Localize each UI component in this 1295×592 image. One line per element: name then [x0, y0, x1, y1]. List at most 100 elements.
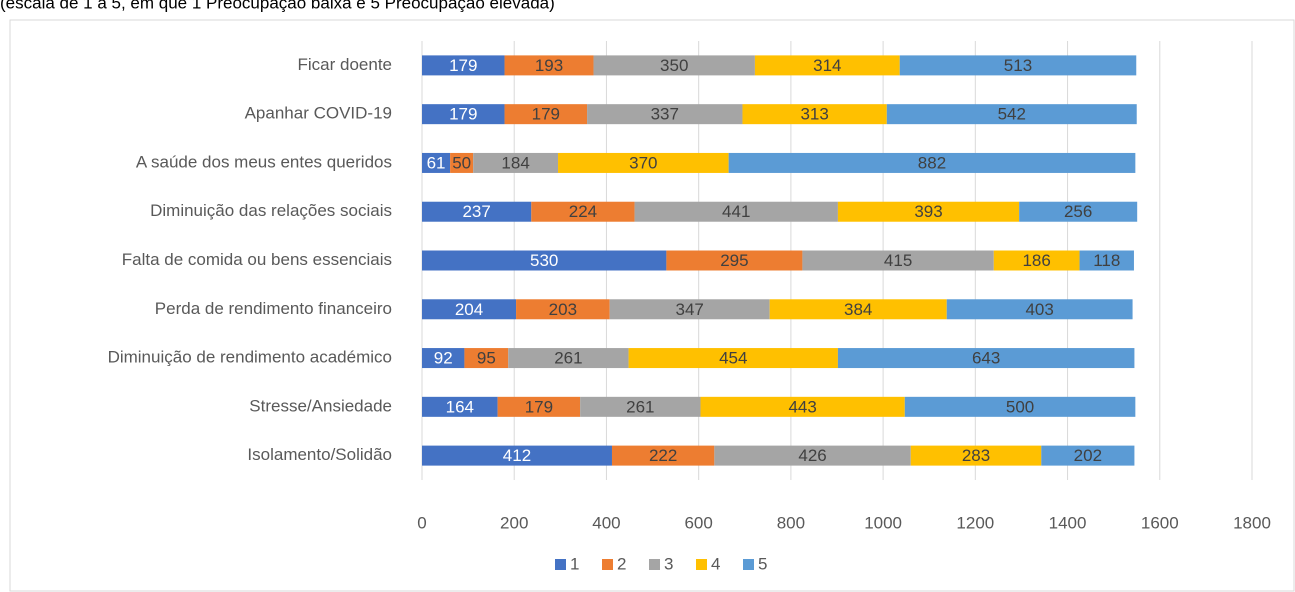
data-label: 283 — [962, 446, 990, 465]
bar-segment — [516, 299, 610, 320]
bar-segment — [422, 201, 532, 222]
legend-label: 3 — [664, 554, 673, 573]
bar-segment — [422, 348, 465, 369]
chart-subtitle: (escala de 1 a 5, em que 1 Preocupação b… — [0, 0, 555, 12]
bar-segment — [504, 55, 594, 76]
data-label: 186 — [1022, 251, 1050, 270]
data-label: 370 — [629, 153, 657, 172]
x-tick-label: 0 — [417, 513, 426, 532]
data-label: 118 — [1093, 251, 1120, 270]
bar-segment — [754, 55, 900, 76]
x-tick-label: 600 — [684, 513, 712, 532]
bar-segment — [802, 250, 994, 271]
legend-swatch — [696, 559, 707, 570]
bar-segment — [504, 104, 588, 125]
legend-swatch — [649, 559, 660, 570]
data-label: 426 — [798, 446, 826, 465]
data-label: 384 — [844, 300, 872, 319]
legend-swatch — [555, 559, 566, 570]
data-label: 256 — [1064, 202, 1092, 221]
bar-segment — [593, 55, 755, 76]
data-label: 500 — [1006, 397, 1034, 416]
legend-label: 4 — [711, 554, 720, 573]
data-label: 193 — [535, 56, 563, 75]
bar-segment — [464, 348, 509, 369]
data-label: 295 — [720, 251, 748, 270]
legend-swatch — [602, 559, 613, 570]
x-tick-label: 1200 — [956, 513, 994, 532]
bar-segment — [422, 299, 517, 320]
data-label: 179 — [449, 56, 477, 75]
x-tick-label: 400 — [592, 513, 620, 532]
data-label: 530 — [530, 251, 558, 270]
y-tick-label: Ficar doente — [298, 55, 393, 74]
data-label: 542 — [998, 105, 1026, 124]
bar-segment — [422, 250, 667, 271]
x-tick-label: 800 — [777, 513, 805, 532]
data-label: 179 — [532, 105, 560, 124]
data-label: 95 — [477, 349, 496, 368]
bar-segment — [450, 152, 474, 173]
bar-segment — [422, 396, 498, 417]
legend-swatch — [743, 559, 754, 570]
bar-segment — [508, 348, 629, 369]
legend-label: 2 — [617, 554, 626, 573]
data-label: 50 — [452, 153, 471, 172]
data-label: 202 — [1074, 446, 1102, 465]
data-label: 237 — [462, 202, 490, 221]
bar-segment — [904, 396, 1136, 417]
data-label: 454 — [719, 349, 747, 368]
bar-segment — [1041, 445, 1135, 466]
data-label: 415 — [884, 251, 912, 270]
bar-segment — [728, 152, 1136, 173]
data-label: 403 — [1025, 300, 1053, 319]
data-label: 261 — [554, 349, 582, 368]
data-label: 441 — [722, 202, 750, 221]
bar-segment — [1079, 250, 1134, 271]
legend-label: 5 — [758, 554, 767, 573]
data-label: 882 — [918, 153, 946, 172]
bar-segment — [473, 152, 559, 173]
bar-segment — [422, 104, 505, 125]
bar-segment — [422, 445, 612, 466]
bar-segment — [497, 396, 581, 417]
x-tick-label: 1800 — [1233, 513, 1271, 532]
data-label: 184 — [501, 153, 529, 172]
data-label: 350 — [660, 56, 688, 75]
data-label: 203 — [549, 300, 577, 319]
data-label: 179 — [449, 105, 477, 124]
bar-segment — [609, 299, 770, 320]
data-label: 313 — [800, 105, 828, 124]
data-label: 224 — [569, 202, 597, 221]
data-label: 643 — [972, 349, 1000, 368]
bar-segment — [714, 445, 911, 466]
bar-segment — [634, 201, 838, 222]
x-tick-label: 1000 — [864, 513, 902, 532]
bar-segment — [580, 396, 701, 417]
bar-segment — [628, 348, 838, 369]
data-label: 412 — [503, 446, 531, 465]
y-tick-label: Diminuição das relações sociais — [150, 201, 392, 220]
y-tick-label: Stresse/Ansiedade — [249, 396, 392, 415]
bar-segment — [700, 396, 905, 417]
bar-segment — [422, 55, 505, 76]
bar-segment — [422, 152, 451, 173]
bar-segment — [769, 299, 947, 320]
data-label: 179 — [525, 397, 553, 416]
bar-segment — [886, 104, 1137, 125]
bar-segment — [666, 250, 803, 271]
bar-segment — [837, 201, 1020, 222]
bar-segment — [837, 348, 1135, 369]
bar-segment — [993, 250, 1080, 271]
bar-segment — [558, 152, 729, 173]
bar-segment — [587, 104, 743, 125]
data-label: 314 — [813, 56, 841, 75]
bar-segment — [1019, 201, 1138, 222]
bar-segment — [611, 445, 715, 466]
x-tick-label: 1400 — [1049, 513, 1087, 532]
y-tick-label: Perda de rendimento financeiro — [155, 299, 392, 318]
y-tick-label: Isolamento/Solidão — [247, 445, 392, 464]
bar-segment — [742, 104, 887, 125]
y-tick-label: Falta de comida ou bens essenciais — [122, 250, 392, 269]
